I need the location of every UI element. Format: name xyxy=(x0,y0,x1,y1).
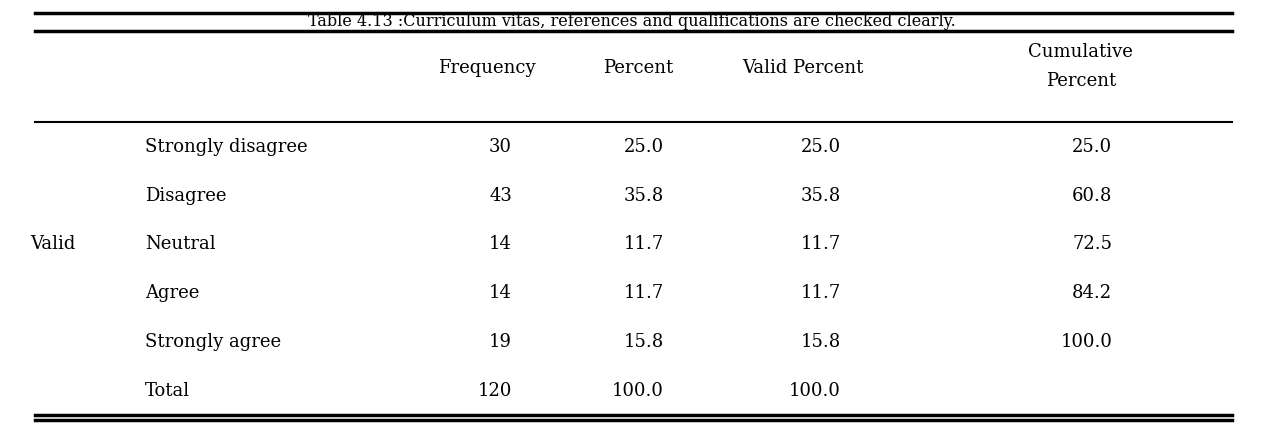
Text: 11.7: 11.7 xyxy=(800,236,841,253)
Text: Valid Percent: Valid Percent xyxy=(742,59,863,77)
Text: 120: 120 xyxy=(478,382,512,400)
Text: 30: 30 xyxy=(489,138,512,156)
Text: 100.0: 100.0 xyxy=(789,382,841,400)
Text: 100.0: 100.0 xyxy=(1060,333,1112,351)
Text: Neutral: Neutral xyxy=(145,236,216,253)
Text: Cumulative: Cumulative xyxy=(1029,43,1133,62)
Text: 84.2: 84.2 xyxy=(1072,284,1112,302)
Text: 11.7: 11.7 xyxy=(623,236,664,253)
Text: 60.8: 60.8 xyxy=(1072,187,1112,205)
Text: Percent: Percent xyxy=(1045,72,1116,90)
Text: Percent: Percent xyxy=(603,59,674,77)
Text: 43: 43 xyxy=(489,187,512,205)
Text: 15.8: 15.8 xyxy=(800,333,841,351)
Text: 14: 14 xyxy=(489,284,512,302)
Text: Table 4.13 :Curriculum vitas, references and qualifications are checked clearly.: Table 4.13 :Curriculum vitas, references… xyxy=(308,14,956,30)
Text: 11.7: 11.7 xyxy=(800,284,841,302)
Text: 15.8: 15.8 xyxy=(623,333,664,351)
Text: Frequency: Frequency xyxy=(437,59,536,77)
Text: 100.0: 100.0 xyxy=(612,382,664,400)
Text: 25.0: 25.0 xyxy=(623,138,664,156)
Text: Strongly agree: Strongly agree xyxy=(145,333,282,351)
Text: Agree: Agree xyxy=(145,284,200,302)
Text: 19: 19 xyxy=(489,333,512,351)
Text: 11.7: 11.7 xyxy=(623,284,664,302)
Text: 25.0: 25.0 xyxy=(800,138,841,156)
Text: 72.5: 72.5 xyxy=(1072,236,1112,253)
Text: 14: 14 xyxy=(489,236,512,253)
Text: Total: Total xyxy=(145,382,191,400)
Text: 35.8: 35.8 xyxy=(800,187,841,205)
Text: Strongly disagree: Strongly disagree xyxy=(145,138,308,156)
Text: Valid: Valid xyxy=(30,236,76,253)
Text: Disagree: Disagree xyxy=(145,187,226,205)
Text: 25.0: 25.0 xyxy=(1072,138,1112,156)
Text: 35.8: 35.8 xyxy=(623,187,664,205)
